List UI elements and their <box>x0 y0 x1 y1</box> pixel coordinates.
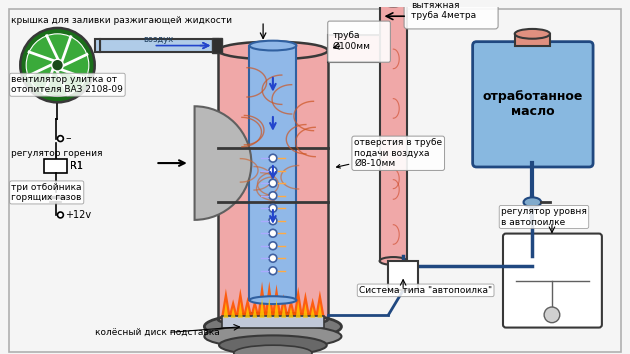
Polygon shape <box>250 299 260 318</box>
Polygon shape <box>253 307 257 318</box>
Bar <box>218 51 328 320</box>
Ellipse shape <box>218 42 328 59</box>
Ellipse shape <box>380 0 407 6</box>
Text: вентилятор улитка от
отопителя ВАЗ 2108-09: вентилятор улитка от отопителя ВАЗ 2108-… <box>11 75 123 95</box>
Ellipse shape <box>515 29 550 39</box>
Polygon shape <box>245 306 250 318</box>
Polygon shape <box>231 308 236 318</box>
Ellipse shape <box>249 296 296 304</box>
Bar <box>380 1 407 261</box>
Ellipse shape <box>234 345 312 354</box>
Polygon shape <box>294 287 303 318</box>
Polygon shape <box>260 298 265 318</box>
Circle shape <box>20 28 94 102</box>
Ellipse shape <box>204 313 341 340</box>
Bar <box>389 261 418 290</box>
Circle shape <box>269 192 277 200</box>
Polygon shape <box>289 307 294 318</box>
Text: отверстия в трубе
подачи воздуха
Ø8-10мм: отверстия в трубе подачи воздуха Ø8-10мм <box>336 138 442 168</box>
Text: R1: R1 <box>70 161 83 171</box>
Ellipse shape <box>380 257 407 265</box>
Bar <box>43 159 67 173</box>
Circle shape <box>269 179 277 187</box>
Polygon shape <box>228 299 238 318</box>
Circle shape <box>269 242 277 250</box>
Text: отработанное
масло: отработанное масло <box>482 90 583 118</box>
Polygon shape <box>267 298 272 318</box>
Circle shape <box>52 59 64 71</box>
Bar <box>94 39 100 52</box>
Text: регулятор уровня
в автопоилке: регулятор уровня в автопоилке <box>501 207 587 227</box>
Bar <box>212 38 222 53</box>
Ellipse shape <box>218 314 328 326</box>
Text: регулятор горения: регулятор горения <box>11 149 103 158</box>
FancyBboxPatch shape <box>472 42 593 167</box>
Polygon shape <box>221 289 231 318</box>
FancyBboxPatch shape <box>328 21 391 62</box>
Text: R1: R1 <box>70 161 83 171</box>
Circle shape <box>269 254 277 262</box>
Polygon shape <box>224 302 228 318</box>
Polygon shape <box>282 305 286 318</box>
Circle shape <box>57 212 64 218</box>
Ellipse shape <box>249 41 296 51</box>
Ellipse shape <box>204 325 341 348</box>
Polygon shape <box>315 290 325 318</box>
Polygon shape <box>295 301 301 318</box>
Polygon shape <box>310 307 315 318</box>
Polygon shape <box>274 299 279 318</box>
Polygon shape <box>303 303 308 318</box>
Text: воздух: воздух <box>143 35 173 44</box>
Polygon shape <box>279 294 289 318</box>
Text: труба
Ø100мм: труба Ø100мм <box>333 31 370 50</box>
Circle shape <box>544 307 560 322</box>
Polygon shape <box>286 298 296 318</box>
Ellipse shape <box>524 197 541 207</box>
Circle shape <box>269 167 277 175</box>
Text: +12v: +12v <box>66 210 91 220</box>
Bar <box>100 39 218 52</box>
Polygon shape <box>272 284 282 318</box>
Circle shape <box>269 204 277 212</box>
FancyBboxPatch shape <box>404 0 498 29</box>
Circle shape <box>269 267 277 275</box>
Polygon shape <box>301 292 311 318</box>
FancyBboxPatch shape <box>503 234 602 327</box>
Polygon shape <box>236 288 245 318</box>
Text: вытяжная
труба 4метра: вытяжная труба 4метра <box>411 1 476 20</box>
Ellipse shape <box>219 335 327 354</box>
Polygon shape <box>308 298 318 318</box>
Circle shape <box>57 136 64 142</box>
Bar <box>515 34 550 46</box>
Text: три отбойника
горящих газов: три отбойника горящих газов <box>11 183 82 202</box>
Text: Система типа "автопоилка": Система типа "автопоилка" <box>359 286 492 295</box>
Polygon shape <box>238 302 243 318</box>
Bar <box>222 316 324 327</box>
Polygon shape <box>257 281 267 318</box>
Bar <box>249 46 296 300</box>
Circle shape <box>269 229 277 237</box>
Text: –: – <box>66 133 71 144</box>
Polygon shape <box>243 297 253 318</box>
Bar <box>328 35 393 62</box>
Wedge shape <box>195 106 251 220</box>
Text: колёсный диск подставка: колёсный диск подставка <box>94 328 219 337</box>
Circle shape <box>269 217 277 225</box>
Polygon shape <box>265 281 274 318</box>
Polygon shape <box>318 303 323 318</box>
Circle shape <box>26 34 89 97</box>
Circle shape <box>269 154 277 162</box>
Text: крышка для заливки разжигающей жидкости: крышка для заливки разжигающей жидкости <box>11 16 232 25</box>
